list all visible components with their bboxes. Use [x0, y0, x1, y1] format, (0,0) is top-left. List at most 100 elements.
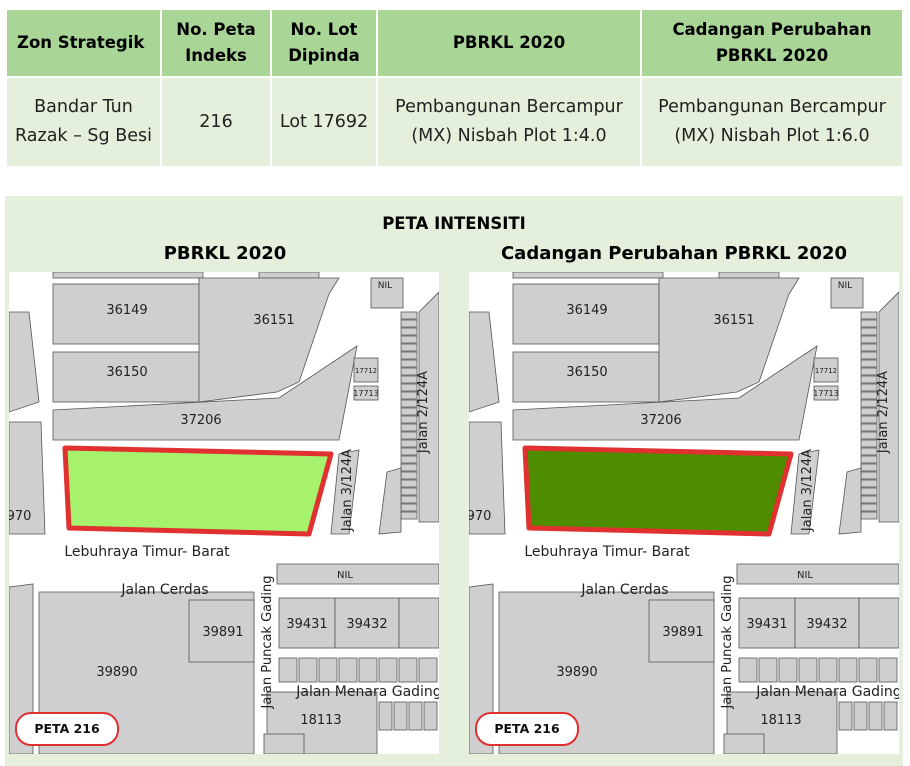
road-label: Jalan Menara Gading	[295, 684, 439, 700]
lot-parcel	[52, 283, 200, 345]
terrace-lot	[738, 657, 758, 683]
lot-parcel	[718, 272, 780, 279]
lot-parcel	[9, 583, 34, 754]
lot-parcel	[512, 351, 660, 403]
lot-label: 970	[9, 509, 31, 524]
lot-label: 39431	[746, 617, 787, 632]
lot-parcel	[353, 357, 379, 383]
terrace-lot	[400, 423, 418, 432]
terrace-lot	[868, 701, 883, 731]
terrace-lot	[400, 399, 418, 408]
terrace-lot	[408, 701, 423, 731]
road-label: Jalan Menara Gading	[755, 684, 899, 700]
terrace-lot	[860, 487, 878, 496]
lot-label: 39431	[286, 617, 327, 632]
map-title-cadangan: Cadangan Perubahan PBRKL 2020	[500, 243, 848, 264]
lot-parcel	[830, 277, 864, 309]
lot-parcel	[52, 351, 200, 403]
lot-parcel	[469, 583, 494, 754]
cell-zon-strategik: Bandar Tun Razak – Sg Besi	[5, 76, 162, 168]
lot-parcel	[469, 421, 506, 535]
terrace-lot	[400, 343, 418, 352]
terrace-lot	[298, 657, 318, 683]
terrace-lot	[758, 657, 778, 683]
lot-parcel	[736, 563, 899, 585]
terrace-lot	[400, 431, 418, 440]
road-label: Jalan Puncak Gading	[260, 575, 275, 709]
info-table: Zon Strategik No. Peta Indeks No. Lot Di…	[5, 8, 904, 168]
lot-label: 39891	[202, 625, 243, 640]
lot-label: 39891	[662, 625, 703, 640]
terrace-lot	[878, 657, 898, 683]
terrace-lot	[860, 399, 878, 408]
table-row: Bandar Tun Razak – Sg Besi 216 Lot 17692…	[5, 76, 904, 168]
amended-lot-highlight	[522, 445, 794, 537]
lot-parcel	[418, 291, 439, 523]
map-pbrkl-2020-drawing: 36149 36151 36150 37206 39891 39431 39432 39890…	[9, 272, 439, 754]
terrace-lot	[400, 463, 418, 472]
lot-label: 17712	[815, 367, 837, 375]
lot-parcel	[878, 291, 899, 523]
lot-label: 37206	[640, 413, 681, 428]
road-label: NIL	[337, 570, 353, 581]
lot-parcel	[512, 272, 664, 279]
map-cadangan: 36149 36151 36150 37206 39891 39431 39432 39890…	[469, 272, 899, 754]
terrace-lot	[418, 657, 438, 683]
road-label: NIL	[378, 281, 392, 291]
map-title-pbrkl-2020: PBRKL 2020	[163, 243, 287, 264]
map-cadangan-drawing: 36149 36151 36150 37206 39891 39431 39432 39890…	[469, 272, 899, 754]
lot-label: 36150	[106, 365, 147, 380]
terrace-lot	[423, 701, 438, 731]
lot-parcel	[723, 733, 765, 754]
lot-parcel	[353, 385, 379, 401]
terrace-lot	[778, 657, 798, 683]
terrace-lot	[338, 657, 358, 683]
road-label: Lebuhraya Timur- Barat	[524, 544, 690, 560]
terrace-lot	[400, 487, 418, 496]
terrace-lot	[400, 375, 418, 384]
terrace-lot	[400, 383, 418, 392]
road-label: Jalan Cerdas	[580, 582, 668, 598]
lot-parcel	[276, 563, 439, 585]
terrace-lot	[400, 335, 418, 344]
lot-parcel	[648, 599, 715, 663]
terrace-lot	[798, 657, 818, 683]
terrace-lot	[400, 471, 418, 480]
lot-parcel	[813, 357, 839, 383]
terrace-lot	[378, 701, 393, 731]
lot-parcel	[258, 272, 320, 279]
lot-label: 39890	[556, 665, 597, 680]
terrace-lot	[860, 431, 878, 440]
terrace-lot	[860, 319, 878, 328]
lot-parcel	[188, 599, 255, 663]
terrace-lot	[860, 447, 878, 456]
terrace-lot	[853, 701, 868, 731]
terrace-lot	[860, 335, 878, 344]
terrace-lot	[860, 495, 878, 504]
terrace-lot	[400, 327, 418, 336]
terrace-lot	[860, 327, 878, 336]
peta-badge: PETA 216	[475, 712, 579, 746]
cell-pbrkl-2020: Pembangunan Bercampur (MX) Nisbah Plot 1…	[376, 76, 642, 168]
lot-label: 37206	[180, 413, 221, 428]
lot-label: 17713	[813, 389, 838, 398]
terrace-lot	[860, 343, 878, 352]
terrace-lot	[860, 503, 878, 512]
lot-parcel	[738, 597, 796, 649]
lot-label: 18113	[760, 713, 801, 728]
peta-badge: PETA 216	[15, 712, 119, 746]
terrace-lot	[400, 359, 418, 368]
road-label: NIL	[797, 570, 813, 581]
terrace-lot	[318, 657, 338, 683]
terrace-lot	[860, 359, 878, 368]
lot-parcel	[9, 311, 40, 413]
terrace-lot	[860, 367, 878, 376]
terrace-lot	[400, 415, 418, 424]
lot-label: 17712	[355, 367, 377, 375]
lot-label: 36149	[566, 303, 607, 318]
road-label: Jalan Puncak Gading	[720, 575, 735, 709]
lot-parcel	[838, 467, 862, 535]
panel-title: PETA INTENSITI	[382, 214, 526, 233]
terrace-lot	[860, 311, 878, 320]
lot-parcel	[469, 311, 500, 413]
